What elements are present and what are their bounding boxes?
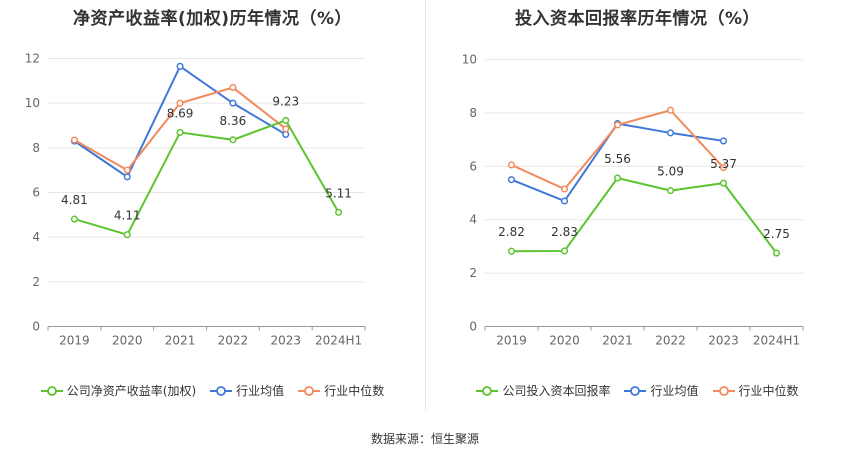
x-tick-label: 2023 (270, 334, 301, 348)
x-tick-label: 2022 (218, 334, 249, 348)
data-point (719, 137, 728, 145)
data-point (229, 99, 237, 107)
legend-label: 行业均值 (650, 384, 699, 398)
legend-label: 行业中位数 (738, 384, 799, 398)
data-point (282, 130, 290, 138)
legend-swatch-icon (210, 385, 233, 396)
roe-chart-legend: 公司净资产收益率(加权) 行业均值 行业中位数 (0, 382, 425, 399)
data-point (613, 121, 622, 129)
data-label: 4.11 (114, 209, 141, 223)
legend-label: 行业中位数 (324, 384, 385, 398)
y-tick-label: 8 (32, 141, 40, 155)
data-label: 5.37 (710, 157, 737, 171)
data-label: 9.23 (272, 94, 299, 108)
data-point (666, 187, 675, 195)
y-tick-label: 0 (469, 320, 477, 334)
data-point (666, 129, 675, 137)
y-tick-label: 6 (32, 186, 40, 200)
x-tick-label: 2023 (708, 334, 739, 348)
legend-swatch-icon (476, 385, 499, 396)
x-tick-label: 2020 (549, 334, 580, 348)
data-label: 4.81 (61, 193, 88, 207)
data-point (176, 128, 184, 136)
roic-chart-panel: 投入资本回报率历年情况（%） 0 2 4 6 8 10 2019 2020 2021 2022 20… (425, 0, 850, 420)
roic-chart-svg: 0 2 4 6 8 10 2019 2020 2021 2022 2023 2024H1 2.82 2.8… (462, 53, 804, 348)
data-point (560, 197, 569, 205)
y-tick-label: 4 (469, 213, 477, 227)
data-label: 5.09 (657, 165, 684, 179)
roe-chart-panel: 净资产收益率(加权)历年情况（%） 0 2 4 6 8 10 12 2019 2020 2021 2… (0, 0, 425, 420)
data-point (507, 176, 516, 184)
data-point (772, 249, 781, 257)
y-tick-label: 8 (469, 106, 477, 120)
data-label: 2.82 (498, 225, 525, 239)
data-point (229, 83, 237, 92)
data-source-note: 数据来源：恒生聚源 (370, 432, 479, 446)
data-point (123, 166, 131, 174)
legend-swatch-icon (624, 385, 647, 396)
legend-item[interactable]: 行业均值 (210, 382, 284, 399)
series-line (74, 119, 340, 236)
data-point (176, 99, 184, 107)
legend-swatch-icon (298, 385, 321, 396)
x-tick-label: 2019 (496, 334, 527, 348)
x-tick-label: 2024H1 (753, 334, 800, 348)
legend-item[interactable]: 行业均值 (624, 382, 699, 399)
data-label: 2.83 (551, 225, 578, 239)
data-point (666, 106, 675, 114)
x-tick-label: 2021 (165, 334, 196, 348)
legend-item[interactable]: 公司净资产收益率(加权) (40, 382, 197, 399)
y-tick-label: 10 (462, 53, 477, 67)
data-point (123, 173, 131, 181)
data-point (560, 247, 569, 255)
data-point (719, 164, 728, 172)
y-tick-label: 0 (32, 320, 40, 334)
legend-swatch-icon (712, 385, 735, 396)
y-tick-label: 2 (469, 266, 477, 280)
roe-chart-title: 净资产收益率(加权)历年情况（%） (72, 9, 353, 29)
data-point (282, 116, 290, 124)
legend-label: 行业均值 (236, 384, 285, 398)
legend-label: 公司净资产收益率(加权) (66, 384, 197, 398)
series-line (511, 176, 778, 254)
data-label: 5.56 (604, 152, 631, 166)
legend-item[interactable]: 行业中位数 (712, 382, 799, 399)
y-tick-label: 10 (25, 96, 40, 110)
y-tick-label: 6 (469, 159, 477, 173)
series-line (73, 64, 287, 179)
legend-swatch-icon (40, 385, 63, 396)
x-tick-label: 2021 (602, 334, 633, 348)
x-tick-label: 2024H1 (315, 334, 362, 348)
data-label: 8.36 (220, 114, 247, 128)
legend-item[interactable]: 行业中位数 (298, 382, 384, 399)
data-point (229, 136, 237, 144)
y-tick-label: 2 (32, 275, 40, 289)
data-point (560, 185, 569, 193)
data-point (613, 174, 622, 182)
roic-chart-legend: 公司投入资本回报率 行业均值 行业中位数 (425, 382, 850, 399)
data-label: 2.75 (763, 227, 790, 241)
y-tick-label: 12 (25, 52, 40, 66)
data-point (282, 125, 290, 133)
y-tick-label: 4 (32, 230, 40, 244)
data-label: 8.69 (167, 106, 194, 120)
data-point (507, 161, 516, 169)
x-tick-label: 2019 (59, 334, 90, 348)
data-point (70, 136, 78, 144)
data-point (70, 215, 78, 223)
x-tick-label: 2020 (112, 334, 143, 348)
data-label: 5.11 (325, 186, 352, 200)
data-point (719, 179, 728, 187)
roe-chart-svg: 0 2 4 6 8 10 12 2019 2020 2021 2022 2023 2024H1 4.81 4… (25, 52, 366, 348)
x-tick-label: 2022 (655, 334, 686, 348)
legend-item[interactable]: 公司投入资本回报率 (476, 382, 610, 399)
data-point (335, 208, 343, 216)
data-point (176, 62, 184, 70)
roic-chart-title: 投入资本回报率历年情况（%） (514, 9, 761, 29)
panel-divider (425, 0, 426, 410)
data-point (123, 231, 131, 239)
data-point (507, 247, 516, 255)
legend-label: 公司投入资本回报率 (502, 384, 611, 398)
